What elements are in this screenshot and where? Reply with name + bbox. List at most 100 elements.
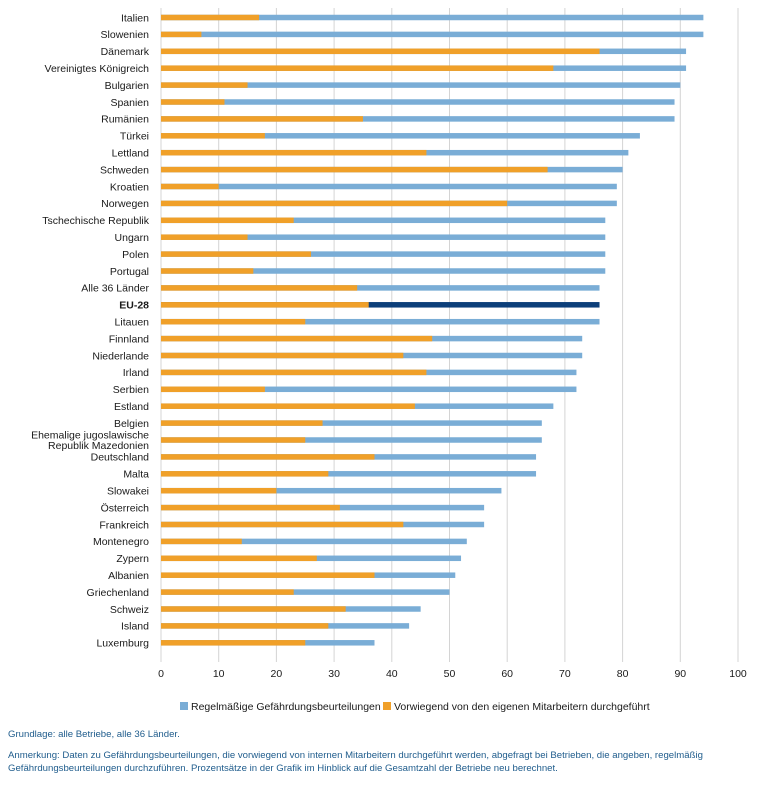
category-label: Belgien	[114, 418, 149, 430]
bar-own	[161, 133, 265, 139]
category-label: Dänemark	[101, 46, 150, 58]
category-label: Slowakei	[107, 486, 149, 498]
category-label: Portugal	[110, 266, 149, 278]
bar-own	[161, 99, 225, 105]
bar-own	[161, 504, 340, 511]
category-label: Österreich	[101, 502, 150, 514]
bar-own	[161, 437, 306, 443]
bar-total	[161, 437, 542, 443]
bar-own	[161, 623, 329, 629]
x-tick-label: 30	[328, 668, 340, 680]
bar-total	[161, 99, 675, 105]
bar-own	[161, 234, 248, 240]
bar-own	[161, 640, 306, 646]
category-label: Norwegen	[101, 198, 149, 210]
bar-total	[161, 318, 600, 325]
bar-own	[161, 335, 433, 342]
x-tick-label: 20	[271, 668, 283, 680]
bar-own	[161, 521, 404, 528]
bar-total	[161, 217, 606, 224]
bar-total	[161, 538, 467, 545]
bar-own	[161, 31, 202, 38]
legend-label-own: Vorwiegend von den eigenen Mitarbeitern …	[394, 701, 650, 713]
bar-own	[161, 217, 294, 224]
bar-total	[161, 268, 606, 274]
bar-total	[161, 234, 606, 240]
bar-own	[161, 352, 404, 359]
category-label: Schweiz	[110, 604, 149, 616]
bar-own	[161, 386, 265, 393]
bar-total	[161, 302, 600, 308]
bar-chart: Italien Slowenien Dänemark Vereinigtes Köni…	[31, 8, 747, 713]
category-label: Albanien	[108, 570, 149, 582]
bar-total	[161, 285, 600, 291]
category-label: Ungarn	[115, 232, 150, 244]
bar-total	[161, 31, 704, 38]
bar-own	[161, 285, 358, 291]
bar-own	[161, 589, 294, 595]
bar-own	[161, 471, 329, 477]
legend-label-total: Regelmäßige Gefährdungsbeurteilungen	[191, 701, 381, 713]
bar-own	[161, 14, 260, 21]
bars	[161, 14, 704, 646]
category-label: Deutschland	[91, 452, 150, 464]
bar-own	[161, 538, 242, 545]
bar-own	[161, 149, 427, 156]
category-label: Niederlande	[92, 350, 149, 362]
bar-own	[161, 369, 427, 376]
bar-total	[161, 133, 640, 139]
bar-own	[161, 183, 219, 190]
category-label: Spanien	[110, 97, 149, 109]
remark-note: Anmerkung: Daten zu Gefährdungsbeurteilu…	[8, 750, 703, 774]
category-labels: Italien Slowenien Dänemark Vereinigtes Köni…	[31, 12, 150, 649]
category-label: Serbien	[113, 384, 149, 396]
x-tick-label: 0	[158, 668, 164, 680]
bar-total	[161, 82, 681, 88]
x-tick-label: 60	[501, 668, 513, 680]
category-label: Litauen	[115, 317, 150, 329]
bar-own	[161, 116, 363, 122]
category-label: Montenegro	[93, 536, 149, 548]
bar-own	[161, 420, 323, 426]
category-label: Finnland	[109, 333, 149, 345]
category-label: Polen	[122, 249, 149, 261]
bar-total	[161, 116, 675, 122]
bar-total	[161, 14, 704, 21]
category-label: Tschechische Republik	[42, 215, 150, 227]
bar-total	[161, 487, 502, 494]
bar-own	[161, 302, 369, 308]
bar-own	[161, 318, 306, 325]
bar-total	[161, 251, 606, 257]
legend-swatch-own	[383, 702, 391, 710]
x-axis-ticks: 0 10 20 30 40 50 60 70 80 90 100	[158, 668, 747, 680]
category-label: Ehemalige jugoslawische	[31, 430, 149, 442]
legend: Regelmäßige Gefährdungsbeurteilungen Vor…	[180, 701, 650, 713]
bar-own	[161, 555, 317, 562]
x-tick-label: 70	[559, 668, 571, 680]
category-label: Türkei	[120, 131, 149, 143]
bar-total	[161, 420, 542, 426]
bar-own	[161, 48, 600, 55]
category-label: Kroatien	[110, 181, 149, 193]
bar-own	[161, 82, 248, 88]
basis-note: Grundlage: alle Betriebe, alle 36 Länder…	[8, 729, 180, 740]
category-label: Vereinigtes Königreich	[45, 63, 150, 75]
category-label: Schweden	[100, 164, 149, 176]
category-label: Luxemburg	[96, 638, 149, 650]
bar-total	[161, 471, 537, 477]
bar-own	[161, 200, 508, 207]
category-label: EU-28	[119, 300, 149, 312]
bar-own	[161, 268, 254, 274]
x-tick-label: 50	[444, 668, 456, 680]
bar-own	[161, 65, 554, 71]
category-label: Italien	[121, 12, 149, 24]
bar-total	[161, 386, 577, 393]
bar-own	[161, 454, 375, 460]
bar-own	[161, 487, 277, 494]
bar-own	[161, 166, 548, 173]
category-label: Alle 36 Länder	[81, 283, 149, 295]
x-tick-label: 40	[386, 668, 398, 680]
category-label: Bulgarien	[105, 80, 150, 92]
category-label: Lettland	[112, 148, 150, 160]
category-label: Malta	[123, 469, 149, 481]
